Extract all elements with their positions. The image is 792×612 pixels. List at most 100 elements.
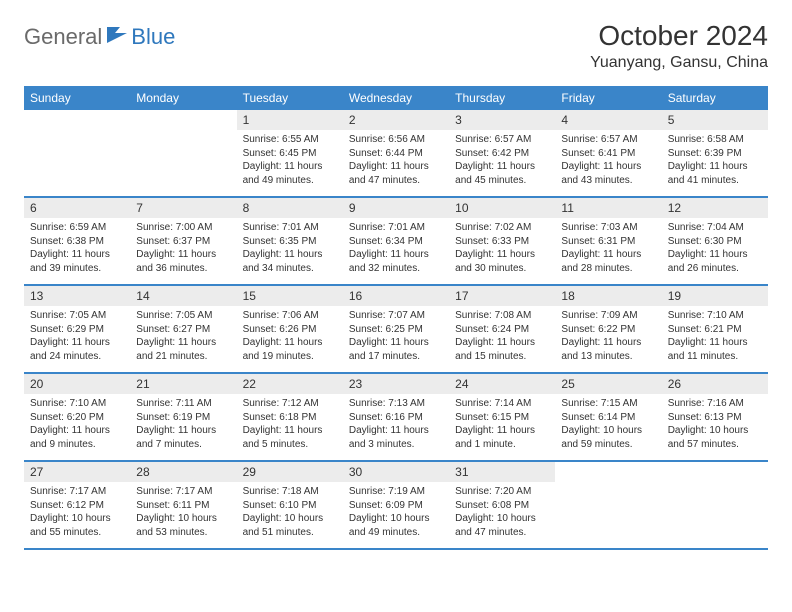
day-cell: 2Sunrise: 6:56 AMSunset: 6:44 PMDaylight… (343, 110, 449, 196)
daylight-text: Daylight: 11 hours and 19 minutes. (243, 336, 337, 363)
sunset-text: Sunset: 6:20 PM (30, 411, 124, 425)
sunset-text: Sunset: 6:33 PM (455, 235, 549, 249)
sunrise-text: Sunrise: 7:02 AM (455, 221, 549, 235)
day-cell: 18Sunrise: 7:09 AMSunset: 6:22 PMDayligh… (555, 286, 661, 372)
sunset-text: Sunset: 6:42 PM (455, 147, 549, 161)
sunset-text: Sunset: 6:26 PM (243, 323, 337, 337)
sunset-text: Sunset: 6:39 PM (668, 147, 762, 161)
daylight-text: Daylight: 11 hours and 36 minutes. (136, 248, 230, 275)
day-cell: 10Sunrise: 7:02 AMSunset: 6:33 PMDayligh… (449, 198, 555, 284)
day-number: 3 (449, 110, 555, 130)
header: General Blue October 2024 Yuanyang, Gans… (24, 20, 768, 72)
day-cell: 24Sunrise: 7:14 AMSunset: 6:15 PMDayligh… (449, 374, 555, 460)
day-headers-row: SundayMondayTuesdayWednesdayThursdayFrid… (24, 86, 768, 110)
sunrise-text: Sunrise: 7:15 AM (561, 397, 655, 411)
daylight-text: Daylight: 11 hours and 7 minutes. (136, 424, 230, 451)
day-cell: 16 Sunrise: 7:07 AMSunset: 6:25 PMDayligh… (343, 286, 449, 372)
day-number: 2 (343, 110, 449, 130)
daylight-text: Daylight: 10 hours and 47 minutes. (455, 512, 549, 539)
sunset-text: Sunset: 6:30 PM (668, 235, 762, 249)
month-title: October 2024 (590, 20, 768, 52)
sunrise-text: Sunrise: 6:57 AM (455, 133, 549, 147)
sunrise-text: Sunrise: 7:20 AM (455, 485, 549, 499)
logo: General Blue (24, 24, 175, 50)
day-cell: 31Sunrise: 7:20 AMSunset: 6:08 PMDayligh… (449, 462, 555, 548)
daylight-text: Daylight: 11 hours and 15 minutes. (455, 336, 549, 363)
sunrise-text: Sunrise: 6:57 AM (561, 133, 655, 147)
day-number: 8 (237, 198, 343, 218)
sunrise-text: Sunrise: 7:08 AM (455, 309, 549, 323)
day-number: 7 (130, 198, 236, 218)
day-number: 16 (343, 286, 449, 306)
sunrise-text: Sunrise: 7:17 AM (136, 485, 230, 499)
day-cell: 1Sunrise: 6:55 AMSunset: 6:45 PMDaylight… (237, 110, 343, 196)
day-number: 18 (555, 286, 661, 306)
day-cell: 3Sunrise: 6:57 AMSunset: 6:42 PMDaylight… (449, 110, 555, 196)
sunset-text: Sunset: 6:35 PM (243, 235, 337, 249)
day-number: 22 (237, 374, 343, 394)
day-number: 25 (555, 374, 661, 394)
day-cell: 5Sunrise: 6:58 AMSunset: 6:39 PMDaylight… (662, 110, 768, 196)
day-cell: 17Sunrise: 7:08 AMSunset: 6:24 PMDayligh… (449, 286, 555, 372)
sunset-text: Sunset: 6:15 PM (455, 411, 549, 425)
cell-body: Sunrise: 7:16 AMSunset: 6:13 PMDaylight:… (662, 394, 768, 457)
daylight-text: Daylight: 11 hours and 11 minutes. (668, 336, 762, 363)
sunrise-text: Sunrise: 7:07 AM (349, 309, 443, 323)
daylight-text: Daylight: 11 hours and 1 minute. (455, 424, 549, 451)
cell-body: Sunrise: 7:11 AMSunset: 6:19 PMDaylight:… (130, 394, 236, 457)
cell-body: Sunrise: 7:08 AMSunset: 6:24 PMDaylight:… (449, 306, 555, 369)
day-header: Sunday (24, 86, 130, 110)
sunrise-text: Sunrise: 7:01 AM (243, 221, 337, 235)
day-cell: 7 Sunrise: 7:00 AMSunset: 6:37 PMDaylight… (130, 198, 236, 284)
sunset-text: Sunset: 6:21 PM (668, 323, 762, 337)
day-number: 27 (24, 462, 130, 482)
sunset-text: Sunset: 6:27 PM (136, 323, 230, 337)
sunset-text: Sunset: 6:25 PM (349, 323, 443, 337)
sunset-text: Sunset: 6:18 PM (243, 411, 337, 425)
sunrise-text: Sunrise: 7:00 AM (136, 221, 230, 235)
sunrise-text: Sunrise: 6:55 AM (243, 133, 337, 147)
cell-body: Sunrise: 7:18 AMSunset: 6:10 PMDaylight:… (237, 482, 343, 545)
sunrise-text: Sunrise: 7:09 AM (561, 309, 655, 323)
sunset-text: Sunset: 6:45 PM (243, 147, 337, 161)
cell-body: Sunrise: 6:56 AMSunset: 6:44 PMDaylight:… (343, 130, 449, 193)
daylight-text: Daylight: 11 hours and 13 minutes. (561, 336, 655, 363)
sunrise-text: Sunrise: 7:19 AM (349, 485, 443, 499)
sunrise-text: Sunrise: 6:59 AM (30, 221, 124, 235)
sunset-text: Sunset: 6:10 PM (243, 499, 337, 513)
day-number: 20 (24, 374, 130, 394)
sunrise-text: Sunrise: 7:17 AM (30, 485, 124, 499)
sunrise-text: Sunrise: 6:58 AM (668, 133, 762, 147)
day-number: 1 (237, 110, 343, 130)
week-row: 6Sunrise: 6:59 AMSunset: 6:38 PMDaylight… (24, 198, 768, 286)
day-number: 28 (130, 462, 236, 482)
day-header: Tuesday (237, 86, 343, 110)
title-block: October 2024 Yuanyang, Gansu, China (590, 20, 768, 72)
day-number: 13 (24, 286, 130, 306)
cell-body: Sunrise: 6:57 AMSunset: 6:42 PMDaylight:… (449, 130, 555, 193)
daylight-text: Daylight: 11 hours and 34 minutes. (243, 248, 337, 275)
sunset-text: Sunset: 6:37 PM (136, 235, 230, 249)
sunset-text: Sunset: 6:11 PM (136, 499, 230, 513)
sunrise-text: Sunrise: 7:14 AM (455, 397, 549, 411)
cell-body: Sunrise: 7:01 AMSunset: 6:35 PMDaylight:… (237, 218, 343, 281)
day-cell: 29Sunrise: 7:18 AMSunset: 6:10 PMDayligh… (237, 462, 343, 548)
daylight-text: Daylight: 10 hours and 51 minutes. (243, 512, 337, 539)
day-number: 4 (555, 110, 661, 130)
day-cell: 23Sunrise: 7:13 AMSunset: 6:16 PMDayligh… (343, 374, 449, 460)
daylight-text: Daylight: 11 hours and 32 minutes. (349, 248, 443, 275)
sunset-text: Sunset: 6:34 PM (349, 235, 443, 249)
sunrise-text: Sunrise: 7:03 AM (561, 221, 655, 235)
cell-body: Sunrise: 7:01 AMSunset: 6:34 PMDaylight:… (343, 218, 449, 281)
day-number: 12 (662, 198, 768, 218)
day-number: 11 (555, 198, 661, 218)
cell-body: Sunrise: 7:03 AMSunset: 6:31 PMDaylight:… (555, 218, 661, 281)
day-number: 14 (130, 286, 236, 306)
day-header: Friday (555, 86, 661, 110)
daylight-text: Daylight: 11 hours and 28 minutes. (561, 248, 655, 275)
daylight-text: Daylight: 11 hours and 17 minutes. (349, 336, 443, 363)
day-number: 19 (662, 286, 768, 306)
sunrise-text: Sunrise: 7:12 AM (243, 397, 337, 411)
sunset-text: Sunset: 6:13 PM (668, 411, 762, 425)
daylight-text: Daylight: 10 hours and 59 minutes. (561, 424, 655, 451)
